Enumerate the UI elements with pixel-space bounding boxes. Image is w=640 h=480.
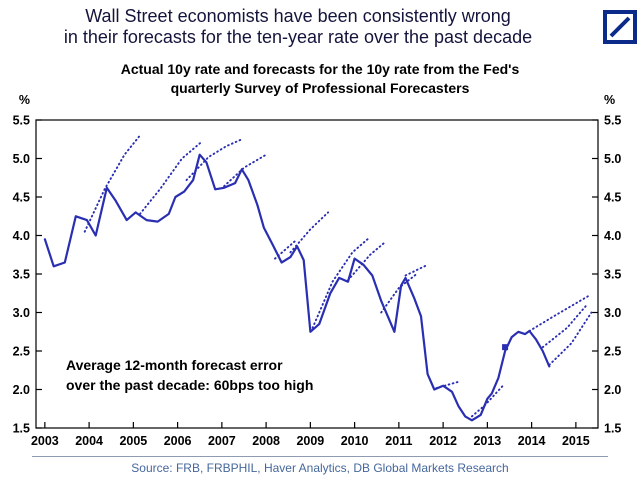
y-tick-label-left: 3.5	[13, 268, 30, 282]
x-tick-label: 2014	[518, 434, 546, 448]
y-tick-label-right: 3.0	[604, 306, 621, 320]
y-tick-label-right: 4.5	[604, 191, 621, 205]
chart-annotation-line1: Average 12-month forecast error	[66, 357, 283, 373]
page-title-line1: Wall Street economists have been consist…	[85, 6, 511, 26]
x-tick-label: 2012	[429, 434, 457, 448]
y-tick-label-left: 4.0	[13, 229, 30, 243]
forecast-line-7	[347, 240, 387, 282]
forecast-line-13	[541, 303, 588, 349]
x-tick-label: 2007	[208, 434, 236, 448]
y-tick-label-right: 4.0	[604, 229, 621, 243]
x-tick-label: 2010	[341, 434, 369, 448]
chart-title: Actual 10y rate and forecasts for the 10…	[0, 60, 640, 98]
forecast-line-14	[548, 311, 593, 366]
forecast-line-8	[380, 273, 418, 314]
y-tick-label-left: 4.5	[13, 191, 30, 205]
y-axis-unit-right: %	[604, 93, 615, 107]
deutsche-bank-logo-glyph	[603, 10, 637, 44]
x-tick-label: 2013	[473, 434, 501, 448]
y-tick-label-right: 5.0	[604, 152, 621, 166]
y-tick-label-left: 2.0	[13, 383, 30, 397]
y-tick-label-left: 1.5	[13, 422, 30, 436]
forecast-line-5	[289, 211, 330, 254]
chart-annotation-line2: over the past decade: 60bps too high	[66, 377, 314, 393]
forecast-line-12	[528, 294, 591, 332]
y-tick-label-right: 1.5	[604, 422, 621, 436]
chart-title-line1: Actual 10y rate and forecasts for the 10…	[120, 61, 520, 77]
forecast-line-3	[223, 153, 268, 188]
y-tick-label-right: 5.5	[604, 114, 621, 128]
y-tick-label-left: 5.0	[13, 152, 30, 166]
x-tick-label: 2006	[164, 434, 192, 448]
y-tick-label-right: 2.5	[604, 345, 621, 359]
x-tick-label: 2011	[385, 434, 412, 448]
x-tick-label: 2008	[252, 434, 280, 448]
x-tick-label: 2003	[31, 434, 59, 448]
x-tick-label: 2009	[296, 434, 324, 448]
x-tick-label: 2015	[562, 434, 590, 448]
footer-divider	[32, 456, 608, 457]
forecast-line-6	[311, 236, 372, 329]
forecast-line-2	[185, 138, 243, 182]
y-tick-label-left: 5.5	[13, 114, 30, 128]
x-tick-label: 2004	[75, 434, 103, 448]
y-tick-label-left: 2.5	[13, 345, 30, 359]
data-point-marker	[502, 344, 509, 351]
page-title-line2: in their forecasts for the ten-year rate…	[63, 27, 533, 47]
y-tick-label-left: 3.0	[13, 306, 30, 320]
deutsche-bank-logo	[603, 10, 637, 44]
chart-annotation: Average 12-month forecast error over the…	[66, 355, 313, 395]
y-tick-label-right: 2.0	[604, 383, 621, 397]
y-tick-label-right: 3.5	[604, 268, 621, 282]
y-axis-unit-left: %	[19, 93, 30, 107]
chart-title-line2: quarterly Survey of Professional Forecas…	[170, 80, 470, 96]
forecast-line-1	[139, 140, 203, 215]
x-tick-label: 2005	[119, 434, 147, 448]
page-title: Wall Street economists have been consist…	[0, 6, 640, 48]
forecast-line-0	[83, 134, 141, 233]
actual-rate-line	[43, 153, 551, 422]
forecast-line-9	[404, 263, 429, 277]
source-text: Source: FRB, FRBPHIL, Haver Analytics, D…	[131, 461, 509, 475]
